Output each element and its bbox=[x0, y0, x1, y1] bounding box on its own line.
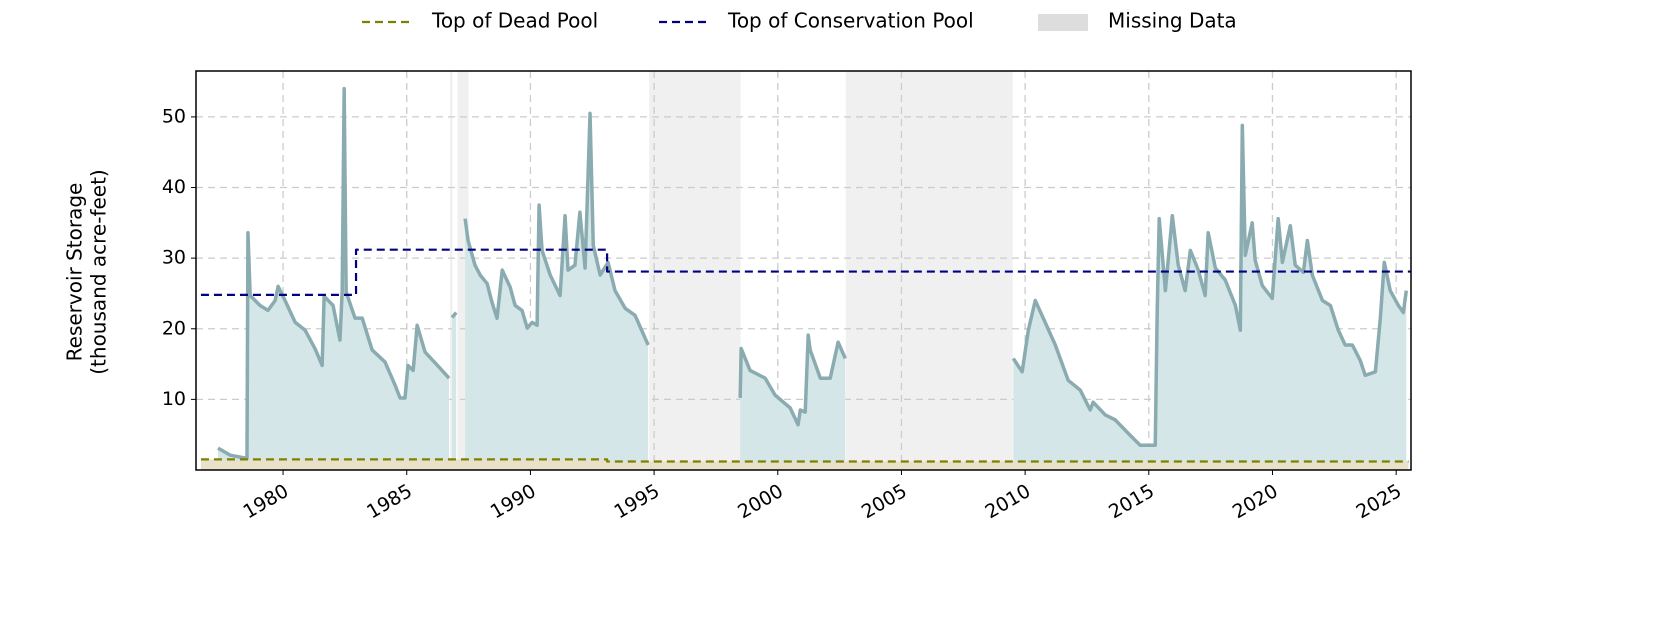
missing-span bbox=[457, 71, 469, 470]
pool-line bbox=[200, 458, 1409, 463]
legend-swatch bbox=[1038, 14, 1088, 31]
x-tick-label: 2000 bbox=[734, 480, 787, 523]
storage-line bbox=[450, 311, 458, 319]
missing-span bbox=[450, 71, 453, 470]
storage-line-area bbox=[740, 335, 846, 470]
y-tick-label: 20 bbox=[162, 317, 186, 339]
pool-line bbox=[200, 248, 1411, 296]
x-tick-label: 2020 bbox=[1229, 480, 1282, 523]
x-tick-label: 2025 bbox=[1353, 480, 1406, 523]
y-tick-label: 30 bbox=[162, 247, 186, 269]
plot-frame bbox=[195, 70, 1412, 471]
y-tick-label: 50 bbox=[162, 105, 186, 127]
x-tick-label: 1985 bbox=[363, 480, 416, 523]
pool-line-area bbox=[200, 459, 1409, 470]
storage-line-area bbox=[452, 312, 457, 470]
storage-line bbox=[463, 111, 650, 346]
storage-line bbox=[1011, 123, 1409, 448]
x-tick-label: 1990 bbox=[487, 480, 540, 523]
x-tick-label: 2015 bbox=[1105, 480, 1158, 523]
x-tick-label: 2005 bbox=[858, 480, 911, 523]
y-tick-label: 10 bbox=[162, 388, 186, 410]
storage-line-area bbox=[218, 88, 450, 470]
legend-label: Top of Dead Pool bbox=[431, 9, 598, 33]
storage-line bbox=[738, 333, 847, 427]
storage-line bbox=[217, 86, 451, 464]
y-tick-label: 40 bbox=[162, 176, 186, 198]
legend-label: Missing Data bbox=[1108, 9, 1237, 33]
y-axis-label: Reservoir Storage bbox=[63, 183, 87, 362]
x-tick-label: 1980 bbox=[239, 480, 292, 523]
y-axis-label: (thousand acre-feet) bbox=[87, 169, 111, 375]
x-tick-label: 2010 bbox=[981, 480, 1034, 523]
x-tick-label: 1995 bbox=[610, 480, 663, 523]
legend-label: Top of Conservation Pool bbox=[727, 9, 974, 33]
storage-line-area bbox=[1013, 125, 1407, 471]
